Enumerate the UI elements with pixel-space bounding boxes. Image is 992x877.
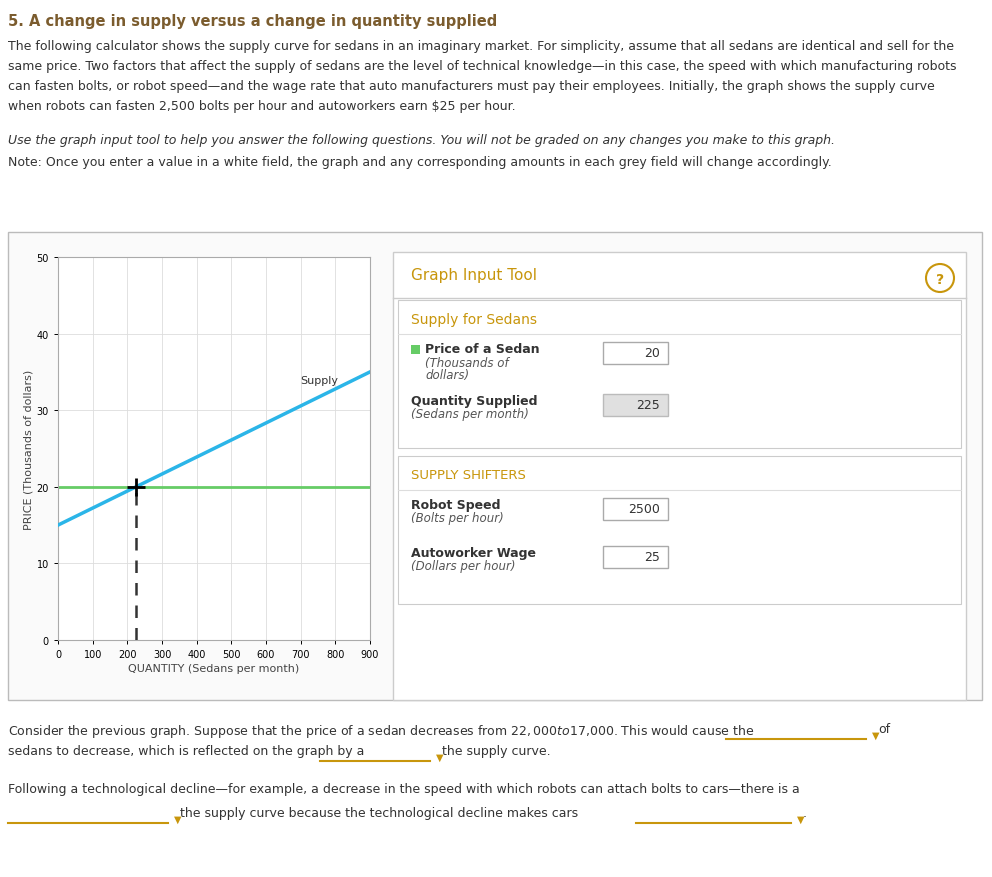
Text: .: . [803, 806, 807, 819]
Text: ▼: ▼ [174, 814, 182, 824]
Y-axis label: PRICE (Thousands of dollars): PRICE (Thousands of dollars) [24, 369, 34, 529]
Text: 25: 25 [644, 551, 660, 564]
Text: when robots can fasten 2,500 bolts per hour and autoworkers earn $25 per hour.: when robots can fasten 2,500 bolts per h… [8, 100, 516, 113]
Text: Robot Speed: Robot Speed [411, 498, 501, 511]
Text: (Thousands of: (Thousands of [425, 357, 509, 369]
Text: the supply curve because the technological decline makes cars: the supply curve because the technologic… [180, 806, 578, 819]
Text: sedans to decrease, which is reflected on the graph by a: sedans to decrease, which is reflected o… [8, 745, 364, 757]
Text: dollars): dollars) [425, 368, 469, 381]
Text: can fasten bolts, or robot speed—and the wage rate that auto manufacturers must : can fasten bolts, or robot speed—and the… [8, 80, 934, 93]
Text: Supply: Supply [301, 376, 338, 386]
Text: The following calculator shows the supply curve for sedans in an imaginary marke: The following calculator shows the suppl… [8, 40, 954, 53]
FancyBboxPatch shape [393, 253, 966, 700]
Text: Price of a Sedan: Price of a Sedan [425, 343, 540, 355]
Text: Following a technological decline—for example, a decrease in the speed with whic: Following a technological decline—for ex… [8, 782, 800, 795]
FancyBboxPatch shape [603, 546, 668, 568]
Text: Consider the previous graph. Suppose that the price of a sedan decreases from $2: Consider the previous graph. Suppose tha… [8, 722, 754, 739]
FancyBboxPatch shape [8, 232, 982, 700]
Text: Note: Once you enter a value in a white field, the graph and any corresponding a: Note: Once you enter a value in a white … [8, 156, 831, 168]
Text: (Dollars per hour): (Dollars per hour) [411, 560, 516, 573]
X-axis label: QUANTITY (Sedans per month): QUANTITY (Sedans per month) [128, 663, 300, 674]
FancyBboxPatch shape [398, 301, 961, 448]
FancyBboxPatch shape [398, 457, 961, 604]
Text: Autoworker Wage: Autoworker Wage [411, 546, 536, 560]
Text: (Sedans per month): (Sedans per month) [411, 408, 529, 420]
Text: ?: ? [935, 273, 944, 287]
Text: 20: 20 [644, 347, 660, 360]
Bar [411, 346, 420, 354]
Text: ▼: ▼ [797, 814, 805, 824]
Text: Supply for Sedans: Supply for Sedans [411, 312, 537, 326]
Text: 2500: 2500 [628, 503, 660, 516]
Text: Graph Input Tool: Graph Input Tool [411, 267, 537, 282]
Text: ▼: ▼ [436, 752, 443, 762]
Text: Use the graph input tool to help you answer the following questions. You will no: Use the graph input tool to help you ans… [8, 134, 835, 146]
Text: (Bolts per hour): (Bolts per hour) [411, 511, 504, 524]
Text: same price. Two factors that affect the supply of sedans are the level of techni: same price. Two factors that affect the … [8, 60, 956, 73]
Text: SUPPLY SHIFTERS: SUPPLY SHIFTERS [411, 468, 526, 481]
Text: 225: 225 [636, 399, 660, 412]
Text: of: of [878, 722, 890, 735]
Text: the supply curve.: the supply curve. [442, 745, 551, 757]
FancyBboxPatch shape [603, 498, 668, 520]
Text: ▼: ▼ [872, 731, 880, 740]
Text: 5. A change in supply versus a change in quantity supplied: 5. A change in supply versus a change in… [8, 14, 497, 29]
Circle shape [926, 265, 954, 293]
Text: Quantity Supplied: Quantity Supplied [411, 395, 538, 408]
FancyBboxPatch shape [603, 343, 668, 365]
FancyBboxPatch shape [603, 395, 668, 417]
